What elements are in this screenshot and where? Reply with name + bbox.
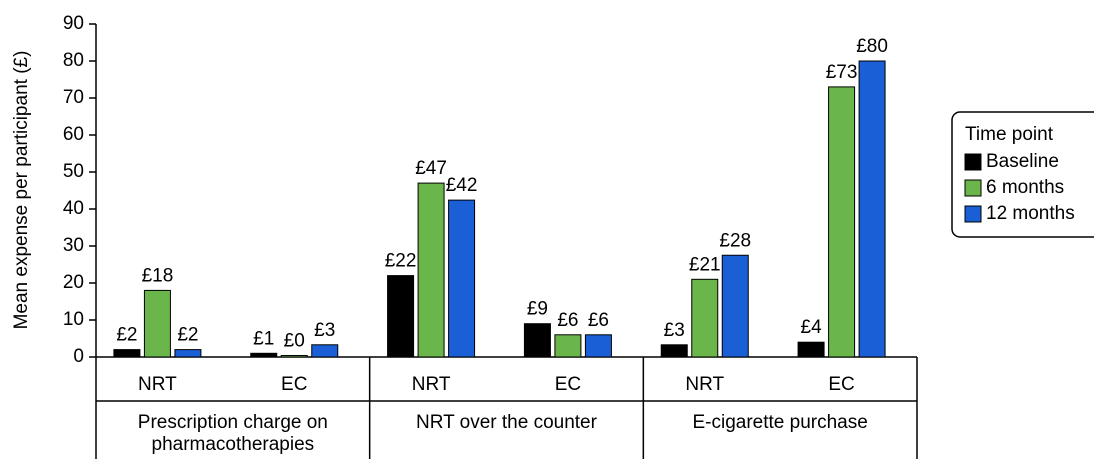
y-tick-label: 30 [63, 235, 84, 256]
value-label: £21 [689, 254, 721, 275]
bar [691, 278, 719, 358]
x-tick-label: NRT [138, 374, 177, 395]
legend-title: Time point [965, 124, 1054, 145]
y-tick-label: 20 [63, 272, 84, 293]
group-label: Prescription charge on pharmacotherapies [137, 412, 328, 455]
y-tick-label: 50 [63, 161, 84, 182]
value-label: £73 [826, 62, 858, 83]
value-label: £18 [142, 265, 174, 286]
bar [584, 334, 612, 358]
bar [417, 182, 445, 358]
bar [721, 254, 749, 358]
y-tick-label: 0 [73, 346, 84, 367]
bar [828, 86, 856, 358]
y-tick-label: 40 [63, 198, 84, 219]
y-tick-label: 90 [63, 13, 84, 34]
value-label: £9 [527, 299, 548, 320]
x-tick-label: EC [555, 374, 581, 395]
legend-label: 12 months [986, 203, 1075, 224]
bar [113, 349, 141, 358]
value-label: £6 [588, 310, 609, 331]
group-label: NRT over the counter [416, 412, 597, 433]
legend-swatch [964, 153, 982, 171]
value-label: £47 [415, 158, 447, 179]
bar [660, 344, 688, 358]
y-tick-label: 70 [63, 87, 84, 108]
x-tick-label: NRT [412, 374, 451, 395]
y-tick-label: 60 [63, 124, 84, 145]
bar [143, 289, 171, 358]
legend-label: 6 months [986, 177, 1064, 198]
bar [523, 323, 551, 358]
value-label: £2 [116, 325, 137, 346]
legend-box [951, 111, 1094, 238]
bar [174, 349, 202, 358]
value-label: £3 [664, 320, 685, 341]
legend-swatch [964, 179, 982, 197]
x-tick-label: NRT [685, 374, 724, 395]
bar [554, 334, 582, 358]
value-label: £22 [385, 251, 417, 272]
bar [858, 60, 886, 358]
bar [387, 275, 415, 358]
y-tick-label: 10 [63, 309, 84, 330]
value-label: £42 [446, 175, 478, 196]
y-axis-label: Mean expense per participant (£) [11, 51, 32, 330]
value-label: £1 [253, 328, 274, 349]
value-label: £4 [801, 317, 823, 338]
value-label: £28 [719, 230, 751, 251]
value-label: £0 [284, 331, 305, 352]
y-tick-label: 80 [63, 50, 84, 71]
bar [311, 344, 339, 358]
value-label: £80 [856, 36, 888, 57]
legend-label: Baseline [986, 151, 1059, 172]
x-tick-label: EC [828, 374, 854, 395]
value-label: £2 [177, 325, 198, 346]
bar [448, 199, 476, 358]
bar [280, 355, 308, 358]
legend-swatch [964, 205, 982, 223]
bar [797, 341, 825, 358]
x-tick-label: EC [281, 374, 307, 395]
value-label: £6 [557, 310, 578, 331]
bar [250, 352, 278, 358]
group-label: E-cigarette purchase [692, 412, 868, 433]
value-label: £3 [314, 320, 335, 341]
